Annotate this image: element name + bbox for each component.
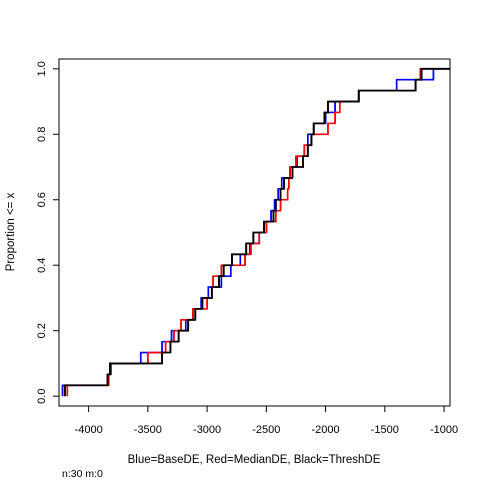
y-tick-label: 0.0: [36, 389, 48, 404]
y-tick-label: 1.0: [36, 61, 48, 76]
y-tick-label: 0.4: [36, 258, 48, 273]
y-tick-label: 0.6: [36, 192, 48, 207]
x-tick-label: -3500: [134, 424, 162, 436]
x-tick-label: -4000: [75, 424, 103, 436]
x-tick-label: -1500: [371, 424, 399, 436]
x-tick-label: -2500: [252, 424, 280, 436]
x-tick-label: -3000: [193, 424, 221, 436]
x-tick-label: -1000: [430, 424, 458, 436]
x-axis: -4000 -3500 -3000 -2500 -2000 -1500 -1000: [75, 406, 459, 436]
y-tick-label: 0.2: [36, 323, 48, 338]
ecdf-series-2: [65, 69, 450, 396]
y-axis-title: Proportion <= x: [5, 192, 17, 271]
x-tick-label: -2000: [312, 424, 340, 436]
series-layer: [63, 69, 450, 396]
y-tick-label: 0.8: [36, 127, 48, 142]
x-axis-title: Blue=BaseDE, Red=MedianDE, Black=ThreshD…: [128, 454, 381, 466]
sample-size-note: n:30 m:0: [62, 468, 103, 480]
y-axis: 0.0 0.2 0.4 0.6 0.8 1.0: [36, 61, 59, 404]
ecdf-line-2: [65, 69, 450, 396]
